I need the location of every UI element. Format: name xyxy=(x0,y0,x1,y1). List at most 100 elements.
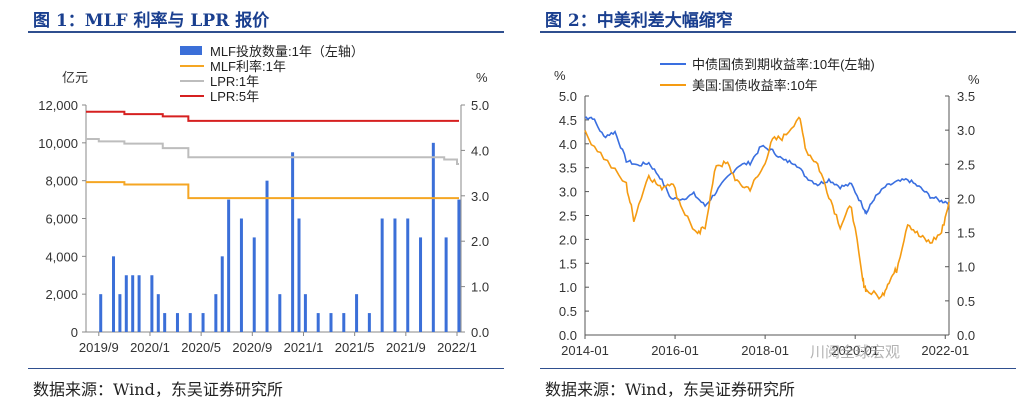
mlf-volume-bar xyxy=(431,142,435,332)
x-tick-label: 2022/1 xyxy=(437,340,477,355)
y-axis-left-label: 亿元 xyxy=(62,70,88,85)
mlf-volume-bar xyxy=(316,313,320,332)
y-tick-label-left: 4.0 xyxy=(559,137,577,152)
mlf-volume-bar xyxy=(220,256,224,332)
bond-yield-chart: % % 0.0 0.5 1.0 1.5 2.0 2.5 3.0 3.5 4.0 4.5 5.0 0.0 0.… xyxy=(554,57,980,358)
mlf-volume-bar xyxy=(99,294,103,332)
mlf-volume-bar xyxy=(303,294,307,332)
mlf-volume-bar xyxy=(188,313,192,332)
title-rule xyxy=(540,31,1016,33)
y-tick-label-left: 3.0 xyxy=(559,185,577,200)
x-tick-label: 2020/9 xyxy=(232,340,272,355)
mlf-volume-bar xyxy=(444,237,448,332)
mlf-volume-bar xyxy=(355,294,359,332)
mlf-volume-bar xyxy=(342,313,346,332)
y-tick-label-right: 1.0 xyxy=(957,260,975,275)
mlf-volume-bar xyxy=(239,218,243,332)
mlf-volume-bar xyxy=(419,237,423,332)
y-tick-label-right: 5.0 xyxy=(471,98,489,113)
mlf-volume-bar xyxy=(457,199,461,332)
mlf-volume-bar xyxy=(227,199,231,332)
mlf-volume-bar xyxy=(291,152,295,332)
y-tick-label-left: 2.0 xyxy=(559,232,577,247)
y-tick-label-right: 1.0 xyxy=(471,280,489,295)
lpr-5y-line xyxy=(86,110,459,122)
y-tick-label-left: 8,000 xyxy=(45,174,78,189)
y-tick-label-left: 0.0 xyxy=(559,328,577,343)
y-tick-label-right: 3.5 xyxy=(957,89,975,104)
x-tick-label: 2020/1 xyxy=(130,340,170,355)
chart-panel-mlf-lpr: 图 1：MLF 利率与 LPR 报价 亿元% 0 2,000 4,000 6,000 8,… xyxy=(28,11,504,399)
mlf-volume-bar xyxy=(214,294,218,332)
mlf-volume-bar xyxy=(156,294,160,332)
x-tick-label: 2020-01 xyxy=(831,343,879,358)
us-10y-yield-line xyxy=(584,116,950,300)
mlf-volume-bar xyxy=(329,313,333,332)
x-tick-label: 2014-01 xyxy=(561,343,609,358)
y-tick-label-left: 3.5 xyxy=(559,161,577,176)
source-rule xyxy=(28,368,504,369)
source-note: 数据来源：Wind，东吴证券研究所 xyxy=(545,380,795,399)
x-tick-label: 2021/1 xyxy=(284,340,324,355)
mlf-rate-line xyxy=(86,181,459,200)
chart-title: 图 1：MLF 利率与 LPR 报价 xyxy=(33,11,270,31)
y-tick-label-left: 1.5 xyxy=(559,256,577,271)
mlf-volume-bar xyxy=(131,275,135,332)
y-tick-label-right: 0.5 xyxy=(957,294,975,309)
mlf-volume-bar xyxy=(201,313,205,332)
legend-label: MLF利率:1年 xyxy=(210,59,286,74)
legend-label: 中债国债到期收益率:10年(左轴) xyxy=(692,57,875,72)
mlf-volume-bar xyxy=(163,313,167,332)
mlf-volume-bar xyxy=(252,237,256,332)
legend-label: MLF投放数量:1年（左轴） xyxy=(210,44,364,59)
y-tick-label-right: 0.0 xyxy=(957,328,975,343)
chart-title: 图 2：中美利差大幅缩窄 xyxy=(545,11,733,31)
x-tick-label: 2019/9 xyxy=(79,340,119,355)
source-rule xyxy=(540,368,1016,369)
y-tick-label-left: 4,000 xyxy=(45,249,78,264)
y-tick-label-right: 3.0 xyxy=(957,123,975,138)
mlf-volume-bar xyxy=(175,313,179,332)
mlf-volume-bar xyxy=(406,218,410,332)
mlf-volume-bar xyxy=(137,275,141,332)
y-axis-left-label: % xyxy=(554,68,566,83)
mlf-volume-bar xyxy=(393,218,397,332)
chart-panel-cn-us-spread: 图 2：中美利差大幅缩窄 %% 0.0 0.5 1.0 1.5 2.0 2.5 3.0 3.5 4… xyxy=(512,0,1024,408)
legend-label: 美国:国债收益率:10年 xyxy=(692,78,818,93)
y-tick-label-right: 2.5 xyxy=(957,157,975,172)
source-note: 数据来源：Wind，东吴证券研究所 xyxy=(33,380,283,399)
y-tick-label-left: 2,000 xyxy=(45,287,78,302)
y-tick-label-left: 5.0 xyxy=(559,89,577,104)
y-tick-label-left: 0.5 xyxy=(559,304,577,319)
cn-10y-yield-line xyxy=(584,116,950,216)
y-tick-label-left: 0 xyxy=(71,325,78,340)
mlf-volume-bar xyxy=(124,275,128,332)
y-tick-label-right: 0.0 xyxy=(471,325,489,340)
y-tick-label-right: 4.0 xyxy=(471,143,489,158)
y-tick-label-right: 2.0 xyxy=(471,234,489,249)
mlf-volume-bar xyxy=(297,218,301,332)
mlf-volume-bar xyxy=(380,218,384,332)
y-axis-right-label: % xyxy=(476,70,488,85)
y-tick-label-left: 10,000 xyxy=(38,136,78,151)
legend-label: LPR:5年 xyxy=(210,89,259,104)
x-tick-label: 2021/5 xyxy=(335,340,375,355)
legend-swatch-bar xyxy=(180,46,202,55)
mlf-volume-bar xyxy=(112,256,116,332)
x-tick-label: 2021/9 xyxy=(386,340,426,355)
y-tick-label-right: 2.0 xyxy=(957,191,975,206)
y-tick-label-right: 3.0 xyxy=(471,189,489,204)
legend-label: LPR:1年 xyxy=(210,74,259,89)
title-rule xyxy=(28,31,504,33)
mlf-volume-bar xyxy=(367,313,371,332)
y-tick-label-left: 1.0 xyxy=(559,280,577,295)
mlf-volume-bar xyxy=(118,294,122,332)
y-tick-label-left: 6,000 xyxy=(45,212,78,227)
y-axis-right-label: % xyxy=(968,72,980,87)
lpr-1y-line xyxy=(86,138,459,166)
x-tick-label: 2018-01 xyxy=(741,343,789,358)
x-tick-label: 2016-01 xyxy=(651,343,699,358)
x-tick-label: 2022-01 xyxy=(921,343,969,358)
x-tick-label: 2020/5 xyxy=(181,340,221,355)
y-tick-label-left: 2.5 xyxy=(559,209,577,224)
